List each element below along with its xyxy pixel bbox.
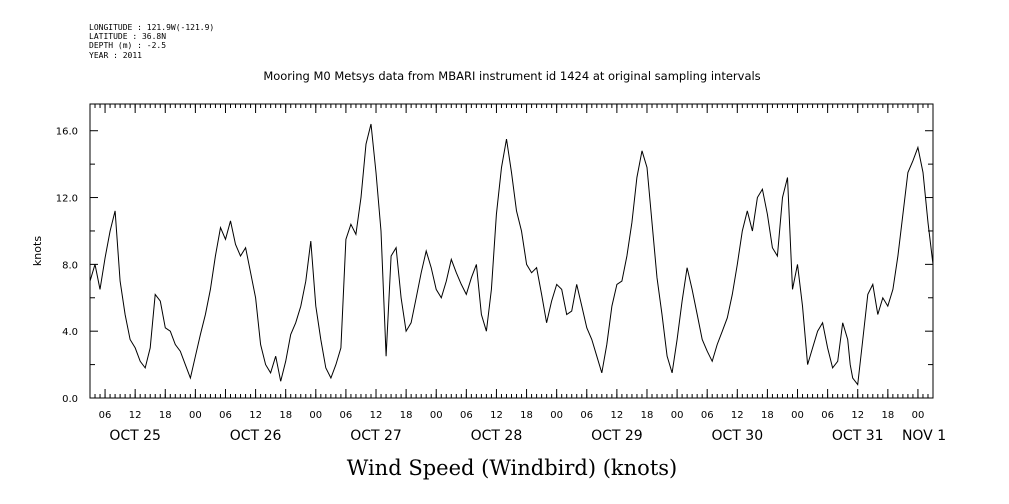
x-tick-label: 00 [430,410,443,421]
chart-title: Mooring M0 Metsys data from MBARI instru… [263,69,760,83]
x-tick-label: 06 [821,410,834,421]
header-latitude: LATITUDE : 36.8N [89,32,166,41]
x-day-label: NOV 1 [902,428,946,444]
x-day-label: OCT 28 [471,428,523,444]
x-minor-ticks [89,104,934,398]
x-tick-label: 18 [400,410,413,421]
y-tick-label: 4.0 [62,327,78,338]
header-year: YEAR : 2011 [89,51,142,60]
x-tick-label: 12 [611,410,624,421]
x-tick-label: 06 [460,410,473,421]
x-tick-label: 12 [731,410,744,421]
x-day-label: OCT 27 [350,428,402,444]
x-axis: 06 12 18 00 06 12 18 00 06 12 18 00 06 12 18 00 06 12 18 00… [99,104,925,421]
header-depth: DEPTH (m) : -2.5 [89,41,166,50]
x-tick-label: 00 [550,410,563,421]
x-tick-label: 00 [189,410,202,421]
y-tick-label: 0.0 [62,394,78,405]
x-tick-label: 06 [219,410,232,421]
x-tick-label: 12 [129,410,142,421]
x-tick-label: 00 [791,410,804,421]
x-tick-label: 00 [671,410,684,421]
y-tick-label: 16.0 [56,127,78,138]
x-tick-label: 00 [912,410,925,421]
x-day-label: OCT 26 [230,428,282,444]
x-tick-label: 18 [520,410,533,421]
x-day-label: OCT 29 [591,428,643,444]
x-tick-label: 06 [340,410,353,421]
x-tick-label: 06 [701,410,714,421]
y-axis-label: knots [31,236,44,266]
x-tick-label: 18 [761,410,774,421]
x-day-label: OCT 25 [109,428,161,444]
x-tick-label: 18 [881,410,894,421]
x-axis-label: Wind Speed (Windbird) (knots) [347,456,677,480]
x-tick-label: 00 [309,410,322,421]
x-tick-label: 18 [279,410,292,421]
series-line-wind-speed [89,123,934,386]
x-tick-label: 12 [370,410,383,421]
x-tick-label: 06 [99,410,112,421]
x-day-label: OCT 31 [832,428,884,444]
x-tick-label: 06 [580,410,593,421]
x-day-labels: OCT 25 OCT 26 OCT 27 OCT 28 OCT 29 OCT 30 OCT … [109,428,946,444]
x-tick-label: 12 [490,410,503,421]
y-axis: 0.0 4.0 8.0 12.0 16.0 [56,127,933,405]
y-tick-label: 8.0 [62,260,78,271]
header-longitude: LONGITUDE : 121.9W(-121.9) [89,23,214,32]
x-tick-label: 12 [249,410,262,421]
x-day-label: OCT 30 [711,428,763,444]
x-tick-label: 18 [641,410,654,421]
x-tick-label: 18 [159,410,172,421]
y-tick-label: 12.0 [56,194,78,205]
x-tick-label: 12 [851,410,864,421]
